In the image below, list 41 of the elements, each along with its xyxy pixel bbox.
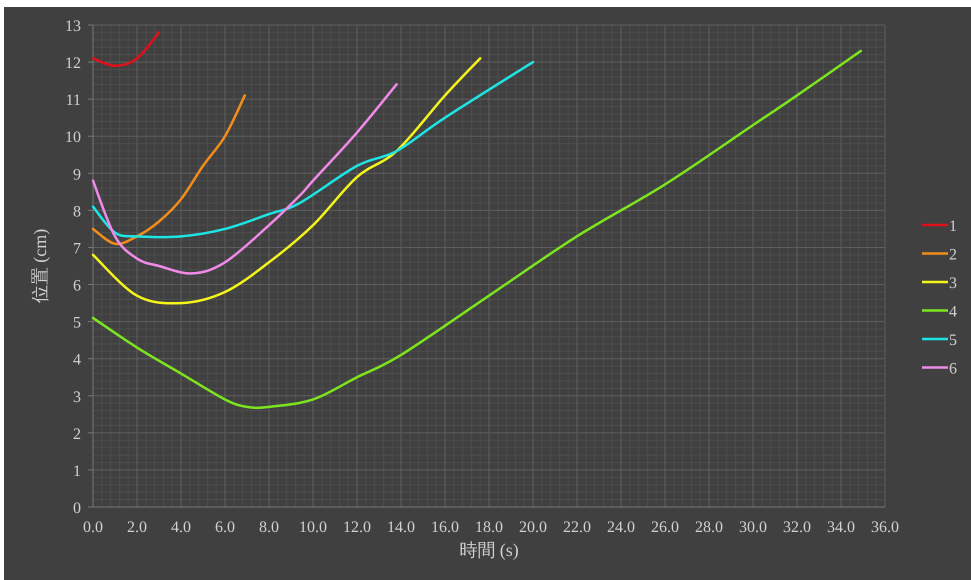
y-tick-label: 5 bbox=[73, 314, 81, 332]
y-tick-label: 10 bbox=[65, 129, 81, 146]
y-tick-label: 0 bbox=[73, 500, 81, 517]
legend-label: 5 bbox=[949, 332, 957, 349]
y-tick-label: 6 bbox=[73, 278, 81, 295]
x-tick-label: 24.0 bbox=[607, 519, 635, 536]
x-tick-label: 36.0 bbox=[871, 519, 899, 536]
y-tick-label: 7 bbox=[73, 240, 81, 258]
y-tick-label: 12 bbox=[65, 55, 81, 72]
x-tick-label: 6.0 bbox=[215, 519, 235, 536]
x-tick-label: 20.0 bbox=[519, 519, 547, 536]
x-tick-label: 2.0 bbox=[127, 519, 147, 536]
legend-label: 3 bbox=[949, 275, 957, 292]
y-tick-label: 4 bbox=[73, 352, 81, 369]
y-tick-label: 9 bbox=[73, 166, 81, 184]
x-tick-label: 8.0 bbox=[259, 519, 279, 536]
x-tick-label: 18.0 bbox=[475, 519, 503, 536]
x-tick-label: 16.0 bbox=[431, 519, 459, 536]
x-tick-label: 30.0 bbox=[739, 519, 767, 536]
x-tick-label: 12.0 bbox=[343, 519, 371, 536]
y-tick-label: 11 bbox=[66, 92, 81, 110]
legend-label: 1 bbox=[949, 218, 957, 235]
x-axis-title: 時間 (s) bbox=[459, 540, 519, 560]
legend-label: 2 bbox=[949, 246, 957, 264]
legend-label: 4 bbox=[949, 304, 957, 320]
x-tick-label: 0.0 bbox=[83, 519, 103, 536]
x-tick-label: 32.0 bbox=[783, 519, 811, 536]
y-tick-label: 2 bbox=[73, 426, 81, 443]
x-tick-label: 34.0 bbox=[827, 519, 855, 536]
y-tick-label: 1 bbox=[73, 462, 81, 480]
y-axis-title: 位置 (cm) bbox=[30, 228, 50, 304]
legend-label: 6 bbox=[949, 360, 957, 378]
x-tick-label: 28.0 bbox=[695, 519, 723, 536]
x-tick-label: 22.0 bbox=[563, 519, 591, 536]
y-tick-label: 13 bbox=[65, 18, 81, 35]
x-tick-label: 10.0 bbox=[299, 519, 327, 536]
y-tick-label: 8 bbox=[73, 203, 81, 220]
x-tick-label: 26.0 bbox=[651, 519, 679, 536]
x-tick-label: 4.0 bbox=[171, 519, 191, 536]
y-tick-label: 3 bbox=[73, 388, 81, 406]
x-tick-label: 14.0 bbox=[387, 519, 415, 536]
